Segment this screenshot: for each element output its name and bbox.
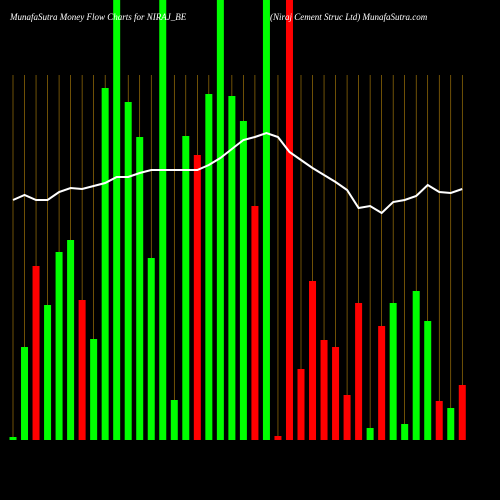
bar (447, 408, 455, 440)
bar (435, 401, 443, 440)
bar (67, 240, 75, 440)
bar (285, 0, 293, 440)
bar (90, 339, 98, 440)
bar (136, 137, 144, 440)
bar (55, 252, 63, 440)
bar (44, 305, 52, 440)
bar (389, 303, 397, 440)
bar (239, 121, 247, 440)
bar (458, 385, 466, 440)
bar (147, 258, 155, 440)
bar (124, 102, 132, 440)
bar (343, 395, 351, 440)
bar (366, 428, 374, 440)
bar (216, 0, 224, 440)
bar (320, 340, 328, 440)
money-flow-line (12, 131, 463, 215)
bar (159, 0, 167, 440)
bar (78, 300, 86, 440)
bar (193, 155, 201, 440)
bar (170, 400, 178, 440)
bar (424, 321, 432, 440)
bar (355, 303, 363, 440)
bar (378, 326, 386, 440)
chart-title: MunafaSutra Money Flow Charts for NIRAJ_… (9, 12, 187, 22)
bar (251, 206, 259, 440)
bar (182, 136, 190, 440)
bar (21, 347, 29, 440)
bar (9, 437, 17, 440)
bar (274, 436, 282, 440)
bar (309, 281, 317, 440)
bar (113, 0, 121, 440)
bar (32, 266, 40, 440)
bar (401, 424, 409, 440)
bar (412, 291, 420, 440)
bar (332, 347, 340, 440)
chart-subtitle: (Niraj Cement Struc Ltd) MunafaSutra.com (270, 12, 428, 22)
bar (205, 94, 213, 440)
bar (101, 88, 109, 440)
bar (297, 369, 305, 440)
bar (228, 96, 236, 440)
bar (262, 0, 270, 440)
